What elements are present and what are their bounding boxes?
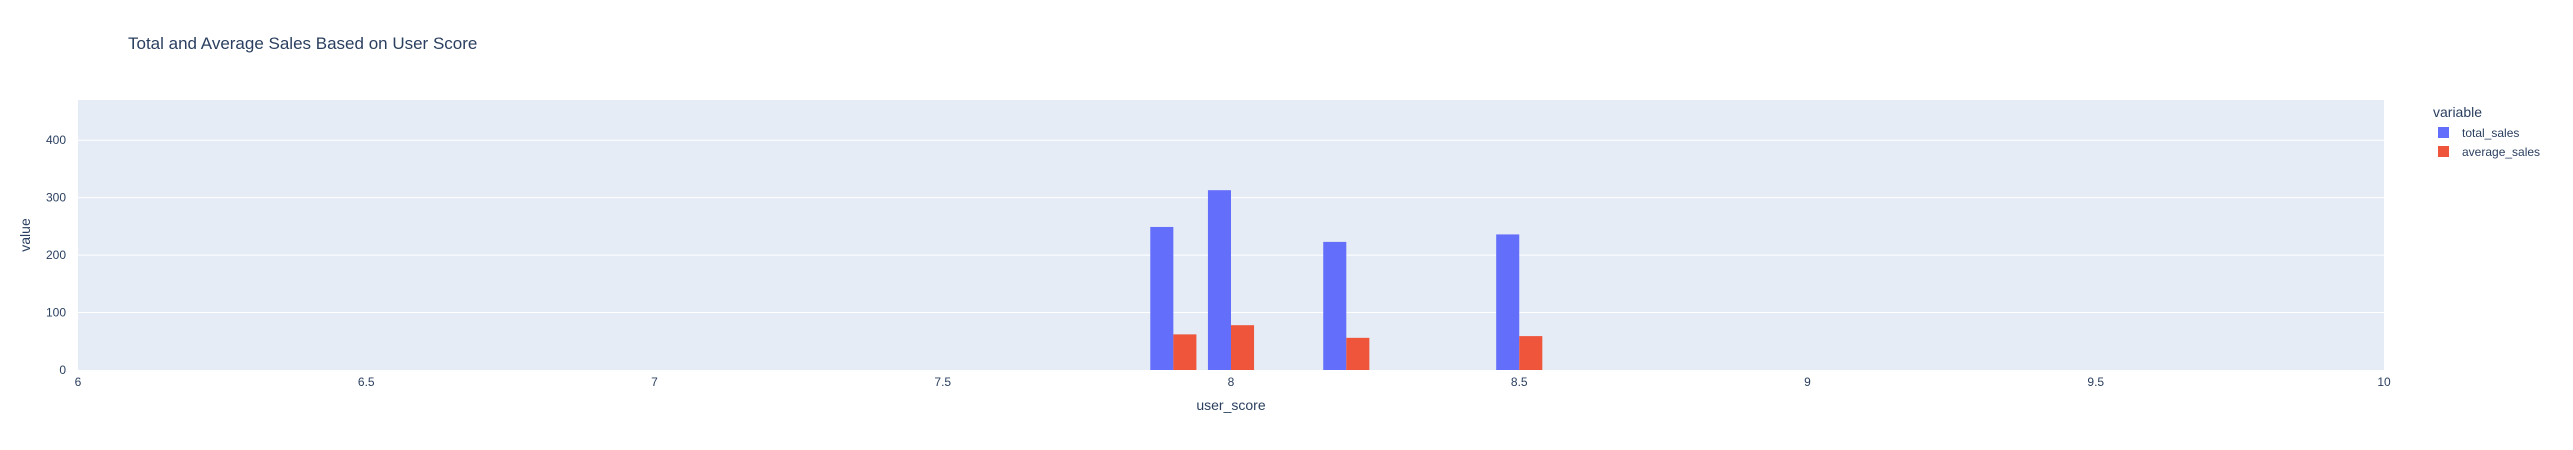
y-tick-label: 400: [46, 133, 66, 147]
x-tick-label: 6.5: [358, 375, 375, 389]
chart-title: Total and Average Sales Based on User Sc…: [128, 34, 477, 53]
x-tick-label: 7: [651, 375, 658, 389]
y-axis-title: value: [17, 218, 33, 252]
bar-total-sales[interactable]: [1150, 226, 1174, 370]
legend[interactable]: variable total_sales average_sales: [2433, 104, 2540, 159]
legend-label: total_sales: [2462, 126, 2519, 140]
bar-total-sales[interactable]: [1496, 234, 1520, 370]
x-axis-ticks: 6 6.5 7 7.5 8 8.5 9 9.5 10: [75, 375, 2391, 389]
legend-title: variable: [2433, 104, 2482, 120]
x-tick-label: 9.5: [2087, 375, 2104, 389]
x-tick-label: 10: [2377, 375, 2391, 389]
bars: [1150, 190, 1543, 370]
legend-items[interactable]: total_sales average_sales: [2438, 126, 2540, 159]
legend-item[interactable]: total_sales: [2438, 126, 2519, 140]
bar-total-sales[interactable]: [1207, 190, 1231, 370]
y-axis-ticks: 0 100 200 300 400: [46, 133, 66, 377]
bar-average-sales[interactable]: [1231, 325, 1255, 370]
legend-item[interactable]: average_sales: [2438, 145, 2540, 159]
x-axis-title: user_score: [1196, 397, 1265, 413]
x-tick-label: 7.5: [934, 375, 951, 389]
bar-average-sales[interactable]: [1519, 336, 1543, 370]
legend-swatch: [2438, 146, 2449, 157]
y-tick-label: 0: [59, 363, 66, 377]
x-tick-label: 9: [1804, 375, 1811, 389]
y-tick-label: 200: [46, 248, 66, 262]
x-tick-label: 6: [75, 375, 82, 389]
y-tick-label: 300: [46, 191, 66, 205]
x-tick-label: 8.5: [1511, 375, 1528, 389]
bar-average-sales[interactable]: [1346, 337, 1370, 370]
y-tick-label: 100: [46, 306, 66, 320]
x-tick-label: 8: [1228, 375, 1235, 389]
bar-average-sales[interactable]: [1173, 334, 1197, 370]
legend-swatch: [2438, 127, 2449, 138]
legend-label: average_sales: [2462, 145, 2540, 159]
bar-total-sales[interactable]: [1323, 241, 1347, 370]
